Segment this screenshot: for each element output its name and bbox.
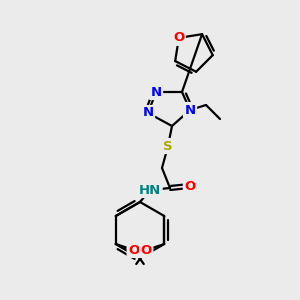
Text: N: N: [150, 85, 162, 98]
Text: N: N: [142, 106, 154, 119]
Text: O: O: [128, 244, 140, 256]
Text: O: O: [173, 32, 184, 44]
Text: O: O: [141, 244, 152, 256]
Text: HN: HN: [139, 184, 161, 196]
Text: S: S: [163, 140, 173, 152]
Text: N: N: [184, 103, 196, 116]
Text: O: O: [184, 179, 196, 193]
